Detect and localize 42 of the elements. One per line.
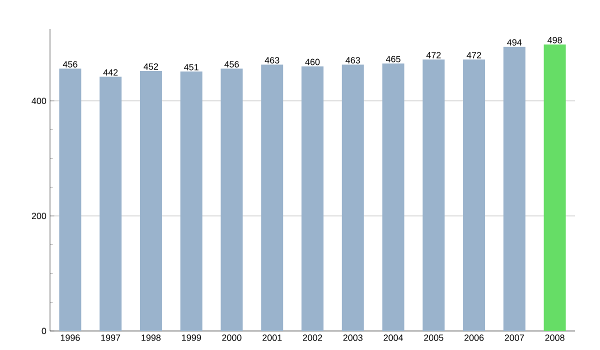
- x-tick-label: 2003: [343, 334, 362, 341]
- y-tick-label: 0: [42, 328, 46, 334]
- x-tick-label: 1998: [142, 334, 161, 341]
- data-label: 463: [264, 57, 280, 64]
- x-tick-label: 2004: [384, 334, 404, 341]
- data-label: 456: [224, 61, 239, 68]
- data-label: 452: [144, 63, 158, 70]
- bar: [180, 72, 202, 331]
- bar: [422, 59, 445, 331]
- data-label: 472: [466, 52, 482, 58]
- bar: [342, 64, 364, 331]
- data-label: 463: [346, 57, 360, 64]
- data-label: 498: [548, 36, 562, 44]
- x-tick-label: 2000: [222, 334, 242, 341]
- data-label: 460: [305, 58, 320, 66]
- data-label: 465: [386, 56, 400, 62]
- bar: [382, 64, 404, 331]
- data-label: 451: [184, 64, 198, 70]
- x-tick-label: 2007: [504, 334, 524, 341]
- bar: [220, 68, 243, 331]
- bar: [463, 59, 486, 331]
- bar: [503, 46, 526, 331]
- bar: [140, 70, 162, 331]
- data-label: 442: [103, 69, 118, 76]
- y-tick-label: 200: [32, 212, 46, 220]
- x-tick-label: 1999: [182, 334, 201, 341]
- data-label: 456: [62, 61, 78, 68]
- x-tick-label: 1997: [101, 334, 120, 341]
- x-tick-label: 2002: [302, 334, 322, 341]
- x-tick-label: 2005: [424, 334, 444, 341]
- x-tick-label: 2006: [464, 334, 484, 341]
- x-tick-label: 2001: [262, 334, 282, 341]
- bar: [59, 68, 82, 331]
- bar: [544, 44, 566, 331]
- data-label: 472: [426, 52, 441, 58]
- x-tick-label: 2008: [545, 334, 564, 341]
- bar: [302, 66, 324, 331]
- bar: [100, 76, 122, 331]
- bar: [261, 64, 284, 331]
- y-tick-label: 400: [32, 98, 46, 104]
- data-label: 494: [507, 39, 522, 46]
- x-tick-label: 1996: [60, 334, 80, 341]
